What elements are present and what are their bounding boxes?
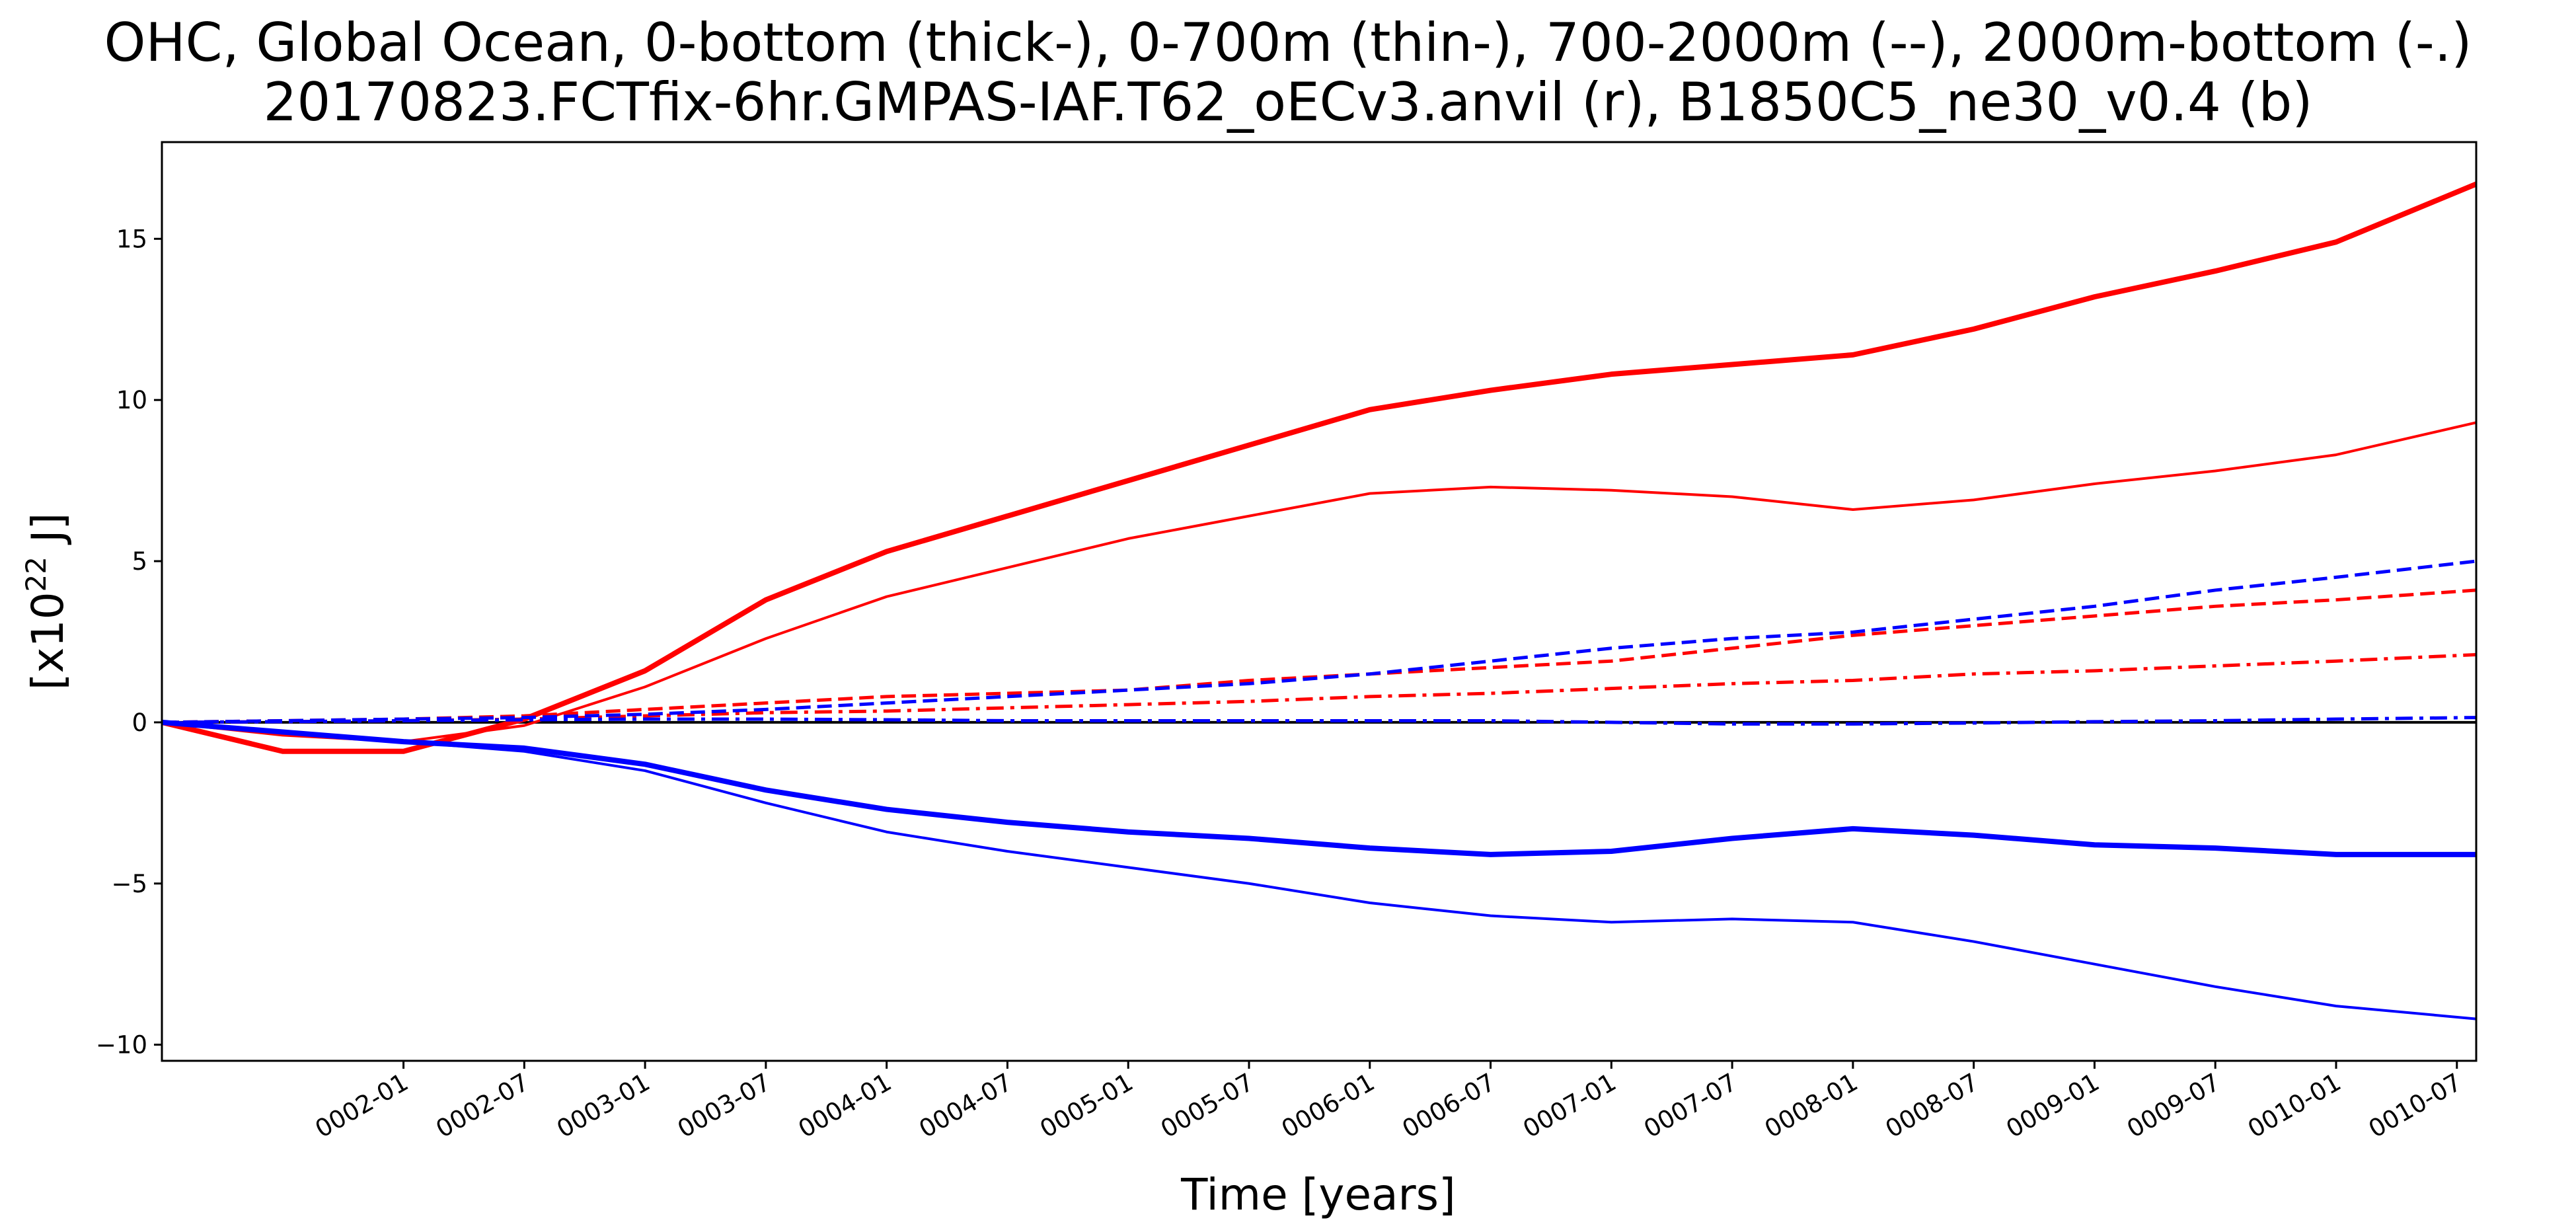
x-tick-label: 0007-07 <box>1639 1068 1741 1144</box>
x-tick-label: 0005-01 <box>1035 1068 1137 1144</box>
x-tick-label: 0003-01 <box>552 1068 654 1144</box>
x-axis-label: Time [years] <box>1180 1169 1456 1220</box>
x-tick-label: 0002-07 <box>431 1068 533 1144</box>
x-tick-label: 0003-07 <box>673 1068 775 1144</box>
y-axis-label: [x1022 J] <box>20 513 73 690</box>
x-tick-label: 0010-07 <box>2364 1068 2466 1144</box>
y-axis: 15 10 5 0 −5 −10 <box>96 225 162 1059</box>
series-line-blue-thin <box>161 720 2477 1020</box>
y-axis-label-unit: J] <box>22 513 73 557</box>
y-tick-label: 0 <box>132 709 147 737</box>
series-line-blue-dashed <box>161 559 2477 724</box>
series-line-red-dashdot <box>161 652 2477 724</box>
x-tick-label: 0007-01 <box>1518 1068 1620 1144</box>
x-axis: 0002-01 0002-07 0003-01 0003-07 0004-01 0004-… <box>311 1061 2466 1144</box>
chart-title: OHC, Global Ocean, 0-bottom (thick-), 0-… <box>104 12 2472 73</box>
y-tick-label: −10 <box>96 1031 147 1059</box>
x-tick-label: 0005-07 <box>1156 1068 1258 1144</box>
x-tick-label: 0006-01 <box>1277 1068 1379 1144</box>
plot-lines <box>161 181 2478 1020</box>
series-line-blue-dashdot <box>161 716 2477 726</box>
series-line-blue-thick <box>161 719 2476 857</box>
y-tick-label: 15 <box>116 225 147 253</box>
series-line-red-thick <box>161 181 2478 754</box>
x-tick-label: 0008-01 <box>1760 1068 1862 1144</box>
x-tick-label: 0006-07 <box>1398 1068 1500 1144</box>
x-tick-label: 0009-01 <box>2002 1068 2104 1144</box>
x-tick-label: 0004-01 <box>794 1068 896 1144</box>
series-line-red-thin <box>161 421 2477 744</box>
chart-subtitle: 20170823.FCTfix-6hr.GMPAS-IAF.T62_oECv3.… <box>264 71 2313 133</box>
x-tick-label: 0010-01 <box>2243 1068 2345 1144</box>
y-axis-label-base: [x10 <box>22 592 73 690</box>
x-tick-label: 0008-07 <box>1881 1068 1983 1144</box>
x-tick-label: 0009-07 <box>2122 1068 2224 1144</box>
x-tick-label: 0004-07 <box>915 1068 1017 1144</box>
x-tick-label: 0002-01 <box>311 1068 413 1144</box>
plot-frame <box>161 141 2478 1062</box>
y-tick-label: −5 <box>111 870 147 898</box>
y-tick-label: 5 <box>132 547 147 576</box>
series-line-red-dashed <box>161 588 2477 724</box>
y-tick-label: 10 <box>116 386 147 414</box>
y-axis-label-exponent: 22 <box>20 557 52 592</box>
